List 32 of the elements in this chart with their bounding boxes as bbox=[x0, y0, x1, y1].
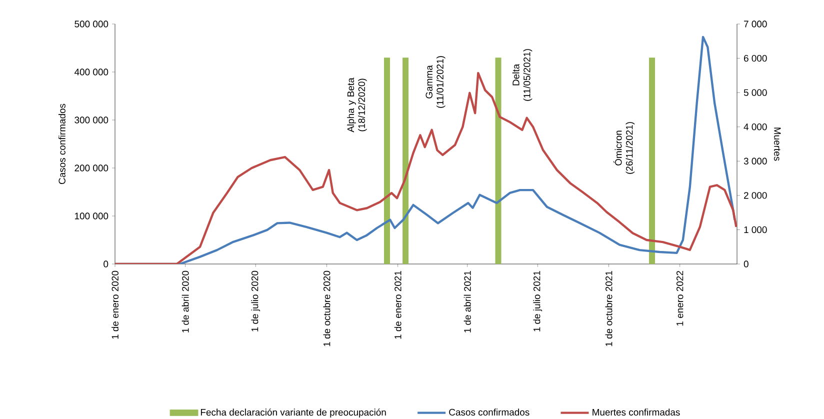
x-tick-label: 1 de enero 2021 bbox=[394, 271, 402, 339]
x-tick-label: 1 de octubre 2020 bbox=[323, 270, 330, 346]
x-tick-label: 1 de octubre 2021 bbox=[605, 271, 612, 346]
y-tick-label: 500 000 bbox=[74, 20, 108, 28]
y2-tick-label: 0 bbox=[744, 260, 748, 268]
y2-tick-label: 6 000 bbox=[744, 54, 767, 62]
y-tick-label: 0 bbox=[104, 260, 108, 268]
legend-label: Casos confirmados bbox=[449, 408, 530, 416]
y2-tick-label: 5 000 bbox=[744, 89, 767, 96]
legend-label: Fecha declaración variante de preocupación bbox=[200, 408, 386, 418]
y2-tick-label: 7 000 bbox=[744, 20, 767, 28]
annotation: Delta (11/05/2021) bbox=[512, 49, 532, 101]
x-tick-label: 1 de julio 2021 bbox=[533, 271, 542, 332]
x-tick-label: 1 de julio 2020 bbox=[251, 270, 260, 332]
legend-label: Muertes confirmadas bbox=[592, 408, 680, 416]
x-tick-label: 1 de abril 2021 bbox=[464, 271, 471, 332]
y-tick-label: 300 000 bbox=[74, 116, 108, 124]
annotation: Alpha y Beta (18/12/2020) bbox=[347, 78, 367, 132]
y2-tick-label: 2 000 bbox=[744, 192, 767, 199]
y-axis-title: Casos confirmados bbox=[58, 104, 66, 184]
y2-tick-label: 4 000 bbox=[744, 124, 767, 130]
y2-axis-title: Muertes bbox=[774, 128, 781, 161]
annotation: Ómicron (26/11/2021) bbox=[613, 122, 635, 174]
y2-tick-label: 1 000 bbox=[744, 226, 767, 234]
x-tick-label: 1 de enero 2020 bbox=[112, 270, 118, 339]
y-tick-label: 400 000 bbox=[74, 68, 108, 76]
x-tick-label: 1 de abril 2020 bbox=[182, 270, 189, 332]
y2-tick-label: 3 000 bbox=[744, 158, 767, 164]
annotation: Gamma (11/01/2021) bbox=[426, 56, 446, 108]
y-tick-label: 200 000 bbox=[74, 164, 108, 172]
y-tick-label: 100 000 bbox=[74, 212, 108, 220]
x-tick-label: 1 enero 2022 bbox=[676, 271, 684, 326]
